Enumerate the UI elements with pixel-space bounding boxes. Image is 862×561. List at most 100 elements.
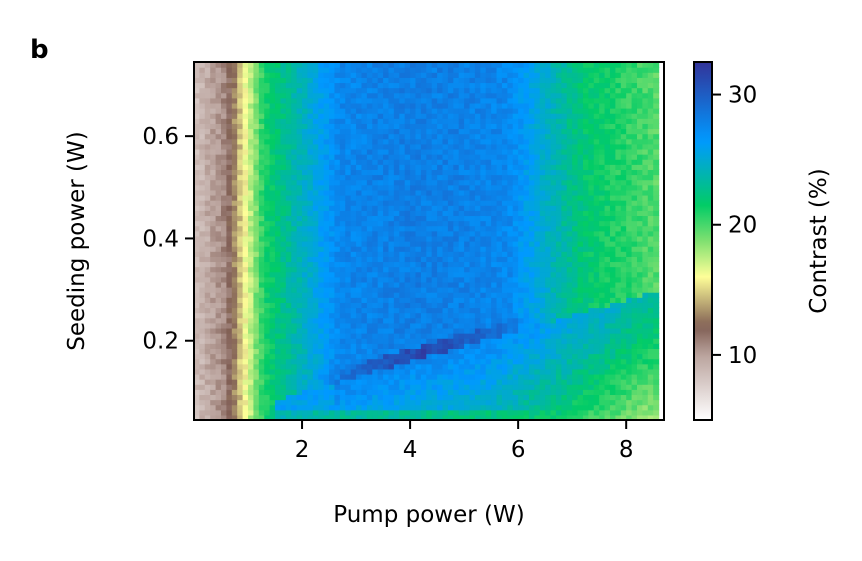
heatmap-cell (204, 200, 211, 206)
heatmap-cell (388, 251, 395, 257)
heatmap-cell (215, 200, 222, 206)
heatmap-cell (215, 92, 222, 99)
heatmap-cell (296, 292, 303, 298)
heatmap-cell (572, 271, 579, 278)
heatmap-cell (372, 169, 379, 176)
heatmap-cell (226, 307, 233, 314)
heatmap-cell (334, 82, 341, 89)
heatmap-cell (285, 97, 292, 104)
heatmap-cell (555, 251, 562, 257)
heatmap-cell (474, 246, 481, 252)
heatmap-cell (442, 292, 449, 298)
heatmap-cell (431, 414, 438, 421)
heatmap-cell (388, 343, 395, 349)
heatmap-cell (215, 373, 222, 380)
heatmap-cell (431, 409, 438, 416)
heatmap-cell (366, 220, 373, 227)
heatmap-cell (388, 72, 395, 78)
heatmap-cell (561, 184, 568, 191)
heatmap-cell (280, 210, 287, 217)
heatmap-cell (469, 322, 476, 329)
heatmap-cell (534, 287, 541, 293)
heatmap-cell (334, 384, 341, 390)
heatmap-cell (550, 169, 557, 176)
heatmap-cell (253, 261, 260, 268)
heatmap-cell (491, 174, 498, 181)
heatmap-cell (329, 409, 336, 416)
heatmap-cell (377, 72, 384, 78)
heatmap-cell (491, 87, 498, 94)
heatmap-cell (269, 297, 276, 303)
heatmap-cell (555, 179, 562, 186)
heatmap-cell (275, 322, 282, 329)
heatmap-cell (431, 67, 438, 73)
heatmap-cell (507, 287, 514, 293)
heatmap-cell (415, 256, 422, 263)
heatmap-cell (453, 261, 460, 268)
heatmap-cell (415, 389, 422, 396)
heatmap-cell (366, 379, 373, 385)
heatmap-cell (523, 399, 530, 406)
heatmap-cell (204, 353, 211, 360)
heatmap-cell (345, 77, 352, 84)
heatmap-cell (199, 108, 206, 114)
heatmap-cell (312, 404, 319, 411)
heatmap-cell (485, 333, 492, 339)
heatmap-cell (442, 297, 449, 303)
heatmap-cell (550, 287, 557, 293)
heatmap-cell (464, 251, 471, 257)
heatmap-cell (275, 404, 282, 411)
heatmap-cell (383, 143, 390, 150)
heatmap-cell (312, 82, 319, 89)
heatmap-cell (221, 251, 228, 257)
heatmap-cell (453, 333, 460, 339)
heatmap-cell (318, 184, 325, 191)
heatmap-cell (383, 394, 390, 401)
heatmap-cell (555, 72, 562, 78)
heatmap-cell (566, 399, 573, 406)
heatmap-cell (226, 118, 233, 124)
heatmap-cell (469, 251, 476, 257)
heatmap-cell (237, 225, 244, 232)
heatmap-cell (566, 348, 573, 355)
heatmap-cell (356, 225, 363, 232)
heatmap-cell (383, 322, 390, 329)
heatmap-cell (356, 77, 363, 84)
heatmap-cell (377, 67, 384, 73)
heatmap-cell (318, 353, 325, 360)
heatmap-cell (361, 179, 368, 186)
heatmap-cell (275, 368, 282, 375)
heatmap-cell (334, 230, 341, 237)
heatmap-cell (372, 246, 379, 252)
heatmap-cell (545, 164, 552, 170)
heatmap-cell (204, 271, 211, 278)
heatmap-cell (485, 394, 492, 401)
heatmap-cell (377, 200, 384, 206)
heatmap-cell (388, 159, 395, 165)
heatmap-cell (464, 384, 471, 390)
heatmap-cell (518, 205, 525, 211)
heatmap-cell (566, 261, 573, 268)
heatmap-cell (350, 102, 357, 109)
heatmap-cell (329, 348, 336, 355)
heatmap-cell (350, 343, 357, 349)
heatmap-cell (204, 302, 211, 309)
heatmap-cell (388, 113, 395, 119)
heatmap-cell (372, 384, 379, 390)
heatmap-cell (572, 302, 579, 309)
heatmap-cell (280, 363, 287, 370)
heatmap-cell (426, 108, 433, 114)
heatmap-cell (361, 414, 368, 421)
heatmap-cell (296, 394, 303, 401)
heatmap-cell (194, 312, 200, 319)
heatmap-cell (329, 154, 336, 160)
heatmap-cell (258, 123, 265, 130)
heatmap-cell (561, 327, 568, 334)
heatmap-cell (285, 266, 292, 273)
heatmap-cell (339, 384, 346, 390)
heatmap-cell (334, 322, 341, 329)
heatmap-cell (318, 143, 325, 150)
heatmap-cell (264, 220, 271, 227)
heatmap-cell (464, 118, 471, 124)
heatmap-cell (431, 189, 438, 196)
